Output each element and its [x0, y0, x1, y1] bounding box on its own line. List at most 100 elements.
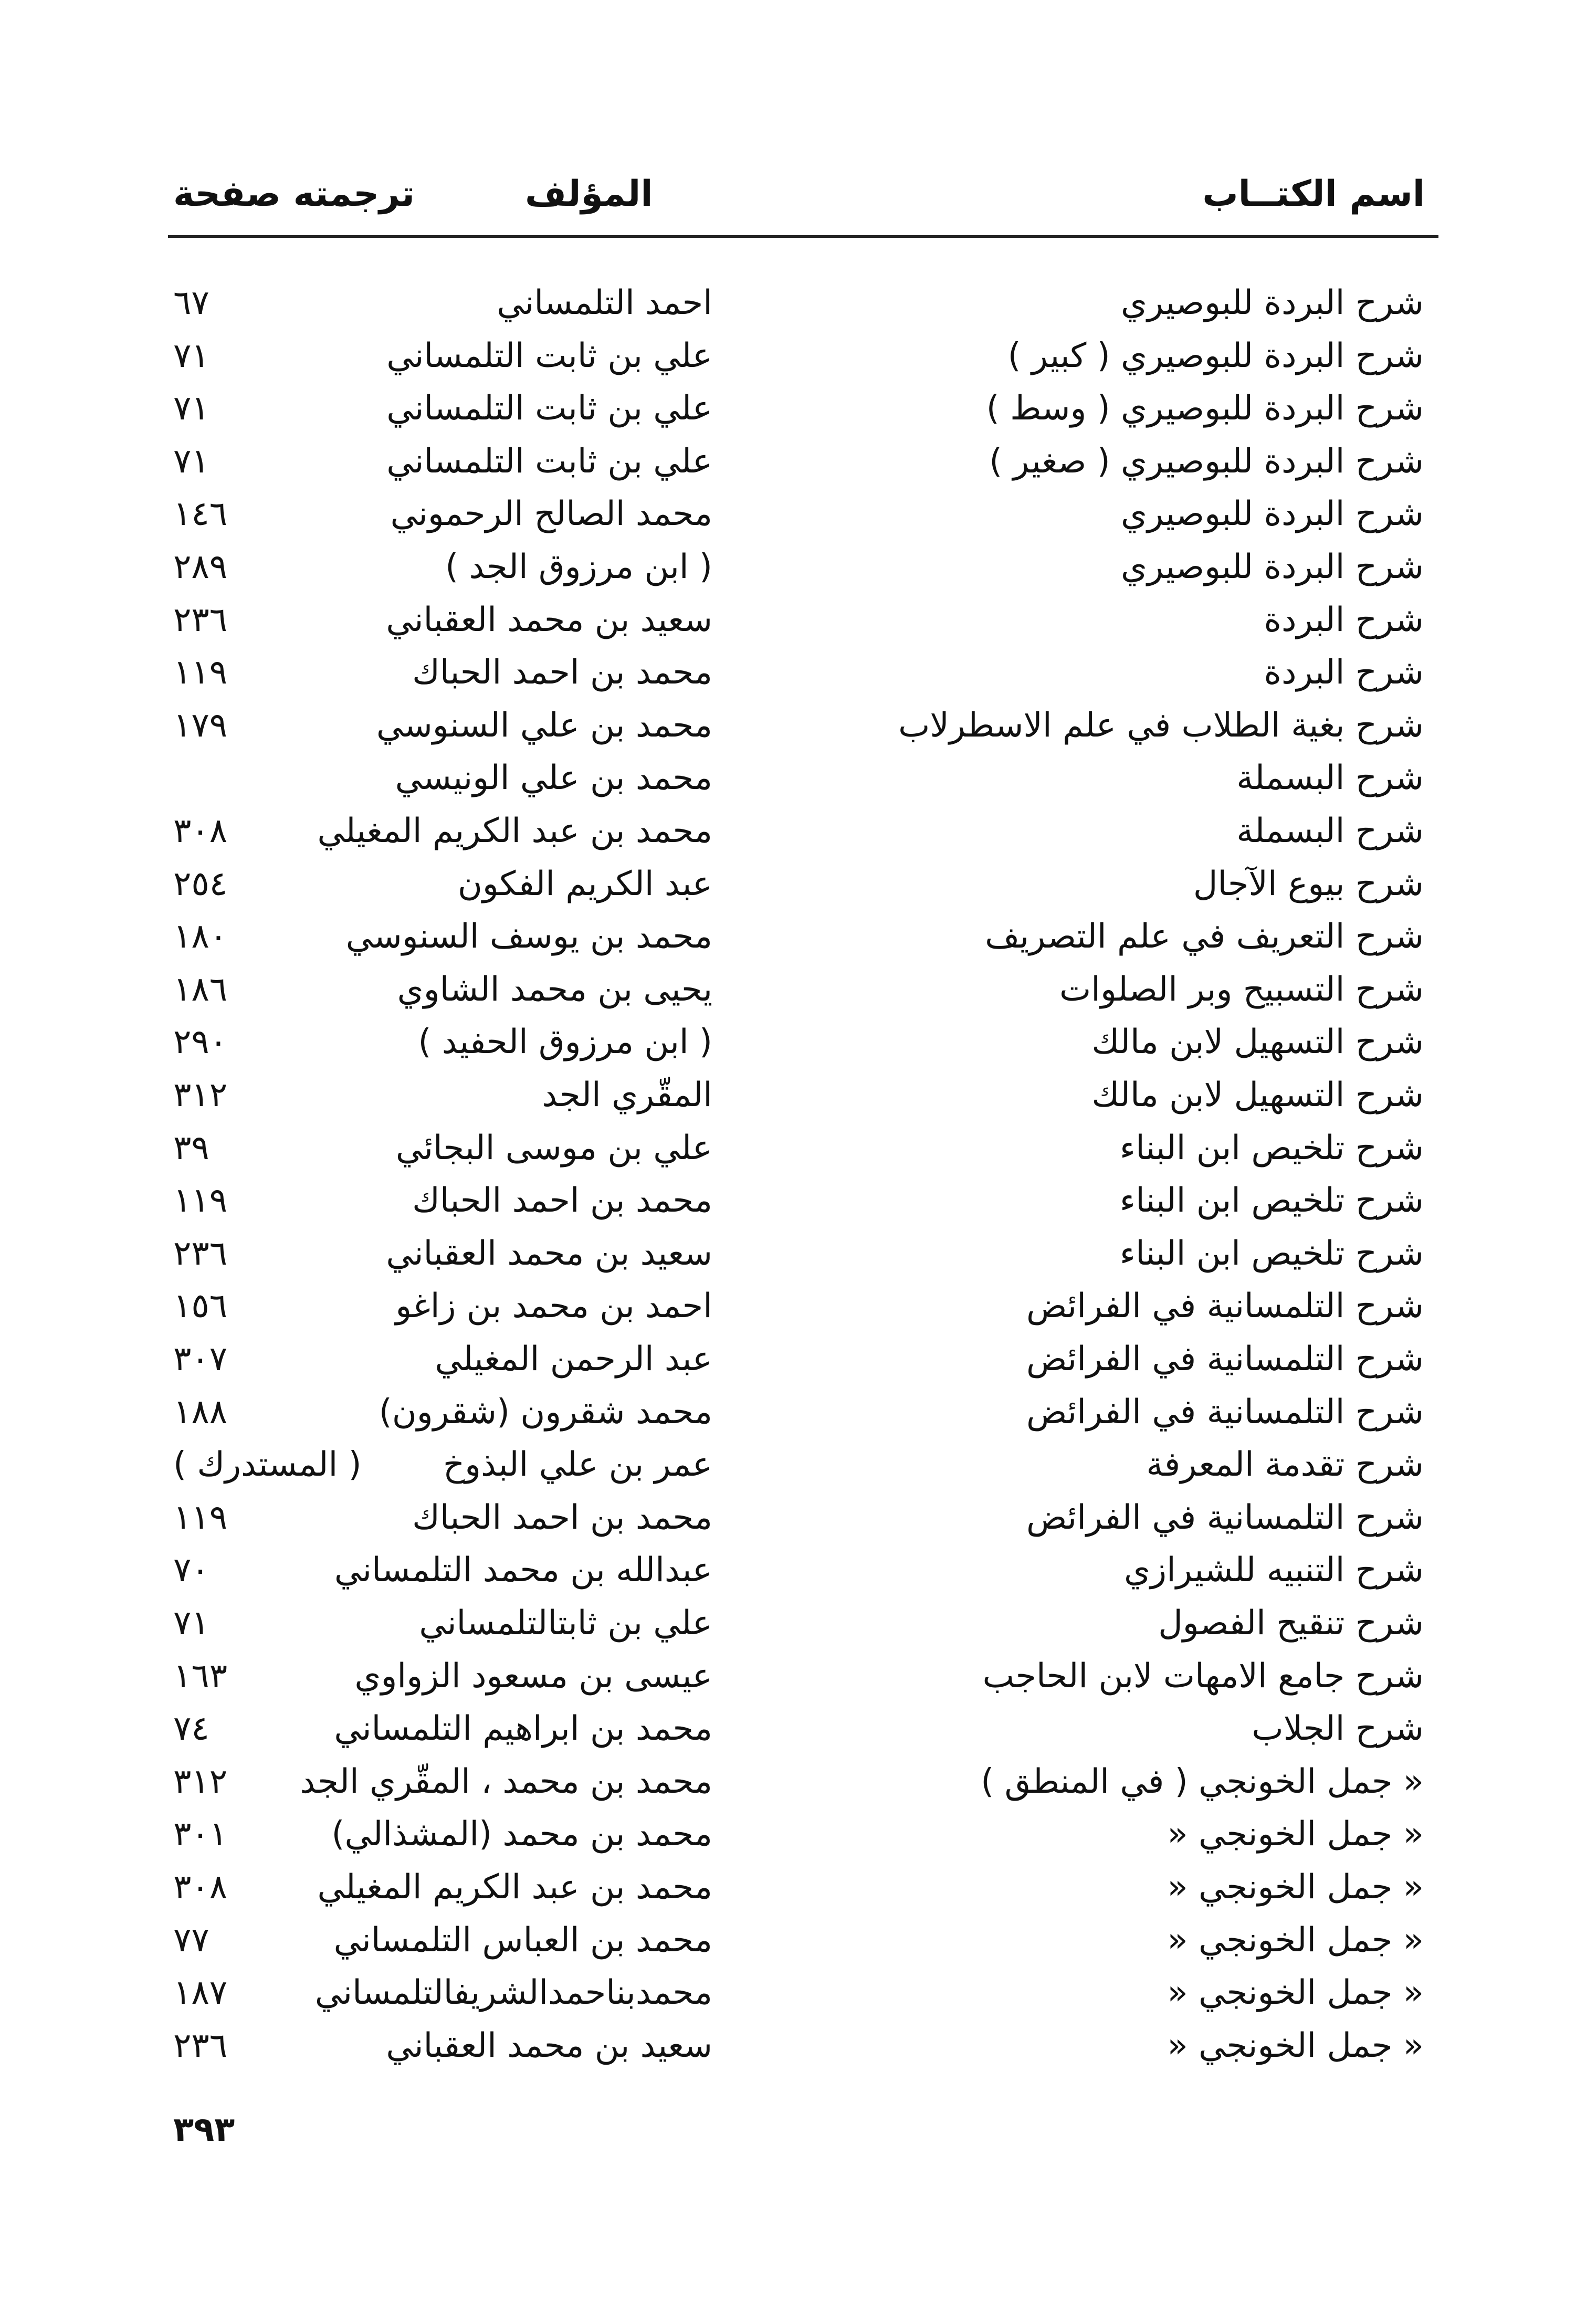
biography-page: ٣١٢ [173, 1762, 228, 1801]
book-title: شرح تلخيص ابن البناء [1119, 1128, 1424, 1168]
author-name: احمد التلمساني [497, 283, 712, 322]
biography-page: ٦٧ [173, 283, 209, 322]
biography-page: ١٨٧ [173, 1973, 228, 2013]
book-title: شرح تقدمة المعرفة [1146, 1445, 1424, 1485]
biography-page: ٢٨٩ [173, 548, 228, 586]
author-name: علي بن ثابتالتلمساني [419, 1604, 712, 1643]
book-title: « جمل الخونجي « [1167, 1868, 1424, 1907]
biography-page: ٣١٢ [173, 1076, 228, 1114]
table-row: شرح التسبيح وبر الصلوات يحيى بن محمد الشا… [0, 963, 1576, 1016]
book-title: شرح بيوع الآجال [1193, 864, 1424, 903]
biography-page: ٢٣٦ [173, 600, 228, 639]
table-row: شرح التسهيل لابن مالك ( ابن مرزوق الحفيد … [0, 1016, 1576, 1068]
header-divider [168, 235, 1438, 238]
author-name: محمدبناحمدالشريفالتلمساني [314, 1973, 712, 2013]
author-name: علي بن ثابت التلمساني [386, 336, 712, 375]
author-name: يحيى بن محمد الشاوي [397, 970, 712, 1009]
book-title: شرح بغية الطلاب في علم الاسطرلاب [898, 706, 1424, 745]
table-row: شرح البردة للبوصيري ( وسط ) علي بن ثابت ا… [0, 382, 1576, 435]
book-title: شرح الجلاب [1252, 1709, 1424, 1749]
author-name: احمد بن محمد بن زاغو [395, 1287, 712, 1326]
biography-page: ( المستدرك ) [173, 1445, 362, 1485]
author-name: ( ابن مرزوق الحفيد ) [418, 1023, 712, 1062]
biography-page: ١٨٠ [173, 917, 228, 956]
table-row: شرح تقدمة المعرفة عمر بن علي البذوخ ( المس… [0, 1438, 1576, 1491]
table-row: شرح تلخيص ابن البناء علي بن موسى البجائي ٣… [0, 1122, 1576, 1174]
biography-page: ٧٤ [173, 1709, 209, 1749]
author-name: محمد بن يوسف السنوسي [345, 917, 712, 956]
biography-page: ١٨٦ [173, 970, 228, 1009]
book-title: شرح البسملة [1236, 759, 1424, 798]
author-name: محمد بن العباس التلمساني [333, 1920, 712, 1960]
biography-page: ١٥٦ [173, 1287, 228, 1326]
author-name: محمد بن علي السنوسي [376, 706, 712, 745]
book-title: شرح التلمسانية في الفرائض [1026, 1287, 1424, 1326]
table-row: شرح التلمسانية في الفرائض عبد الرحمن المغ… [0, 1333, 1576, 1385]
table-row: شرح التلمسانية في الفرائض احمد بن محمد بن… [0, 1280, 1576, 1332]
table-row: « جمل الخونجي « محمد بن محمد (المشذالي) ٣٠… [0, 1808, 1576, 1860]
author-name: محمد شقرون (شقرون) [379, 1392, 712, 1432]
table-row: شرح البسملة محمد بن عبد الكريم المغيلي ٣٠٨ [0, 805, 1576, 857]
biography-page: ٧١ [173, 389, 209, 428]
author-name: عيسى بن مسعود الزواوي [354, 1656, 712, 1696]
author-name: ( ابن مرزوق الجد ) [445, 548, 712, 586]
table-row: شرح البردة سعيد بن محمد العقباني ٢٣٦ [0, 594, 1576, 646]
biography-page: ٧١ [173, 441, 209, 481]
author-name: محمد بن محمد (المشذالي) [331, 1815, 712, 1854]
column-header-author: المؤلف [525, 173, 653, 215]
book-title: شرح التلمسانية في الفرائض [1026, 1498, 1424, 1537]
author-name: سعيد بن محمد العقباني [386, 1234, 712, 1273]
book-title: شرح البردة [1264, 600, 1424, 639]
book-title: شرح التنبيه للشيرازي [1124, 1551, 1424, 1590]
table-row: « جمل الخونجي ( في المنطق ) محمد بن محمد … [0, 1755, 1576, 1808]
book-title: « جمل الخونجي ( في المنطق ) [981, 1762, 1424, 1801]
author-name: محمد بن محمد ، المقّري الجد [300, 1762, 712, 1801]
biography-page: ٣٠١ [173, 1815, 228, 1854]
table-row: شرح البردة للبوصيري ( كبير ) علي بن ثابت … [0, 330, 1576, 382]
book-title: شرح التلمسانية في الفرائض [1026, 1392, 1424, 1432]
table-row: شرح التلمسانية في الفرائض محمد بن احمد ال… [0, 1491, 1576, 1544]
author-name: محمد بن احمد الحباك [412, 653, 712, 692]
book-title: شرح البردة للبوصيري ( صغير ) [989, 441, 1424, 481]
book-title: شرح البردة للبوصيري [1121, 283, 1424, 322]
author-name: سعيد بن محمد العقباني [386, 2026, 712, 2065]
table-row: شرح التنبيه للشيرازي عبدالله بن محمد التل… [0, 1544, 1576, 1596]
table-row: شرح تلخيص ابن البناء سعيد بن محمد العقبان… [0, 1227, 1576, 1280]
table-row: « جمل الخونجي « محمد بن عبد الكريم المغيل… [0, 1861, 1576, 1913]
book-title: شرح التسبيح وبر الصلوات [1059, 970, 1424, 1009]
author-name: محمد بن ابراهيم التلمساني [334, 1709, 712, 1749]
table-row: شرح بغية الطلاب في علم الاسطرلاب محمد بن … [0, 699, 1576, 752]
author-name: محمد بن عبد الكريم المغيلي [317, 1868, 712, 1907]
table-row: شرح البردة للبوصيري ( صغير ) علي بن ثابت … [0, 435, 1576, 488]
author-name: المقّري الجد [542, 1076, 712, 1114]
biography-page: ١٧٩ [173, 706, 228, 745]
author-name: عبد الرحمن المغيلي [435, 1340, 712, 1379]
table-row: شرح البسملة محمد بن علي الونيسي [0, 752, 1576, 804]
book-title: « جمل الخونجي « [1167, 2026, 1424, 2065]
table-row: « جمل الخونجي « محمد بن العباس التلمساني ٧… [0, 1914, 1576, 1967]
table-row: شرح البردة للبوصيري ( ابن مرزوق الجد ) ٢٨٩ [0, 541, 1576, 593]
table-row: شرح تنقيح الفصول علي بن ثابتالتلمساني ٧١ [0, 1597, 1576, 1649]
table-row: شرح بيوع الآجال عبد الكريم الفكون ٢٥٤ [0, 858, 1576, 910]
book-title: شرح البردة للبوصيري ( وسط ) [986, 389, 1424, 428]
table-row: شرح التعريف في علم التصريف محمد بن يوسف ا… [0, 910, 1576, 963]
table-row: شرح البردة محمد بن احمد الحباك ١١٩ [0, 646, 1576, 699]
table-row: شرح التلمسانية في الفرائض محمد شقرون (شقر… [0, 1386, 1576, 1438]
table-row: شرح البردة للبوصيري احمد التلمساني ٦٧ [0, 277, 1576, 329]
table-row: شرح البردة للبوصيري محمد الصالح الرحموني ١… [0, 488, 1576, 540]
table-row: شرح التسهيل لابن مالك المقّري الجد ٣١٢ [0, 1069, 1576, 1121]
book-title: شرح البردة للبوصيري [1121, 495, 1424, 534]
author-name: علي بن ثابت التلمساني [386, 389, 712, 428]
book-title: شرح التعريف في علم التصريف [985, 917, 1424, 956]
book-title: شرح التسهيل لابن مالك [1091, 1076, 1424, 1114]
author-name: محمد بن عبد الكريم المغيلي [317, 812, 712, 850]
biography-page: ٢٣٦ [173, 2026, 228, 2065]
biography-page: ٣٠٨ [173, 812, 228, 850]
book-title: شرح تلخيص ابن البناء [1119, 1234, 1424, 1273]
biography-page: ٢٣٦ [173, 1234, 228, 1273]
book-title: شرح البردة [1264, 653, 1424, 692]
biography-page: ١١٩ [173, 1498, 228, 1537]
author-name: محمد الصالح الرحموني [390, 495, 712, 534]
book-title: « جمل الخونجي « [1167, 1920, 1424, 1960]
biography-page: ٣٠٧ [173, 1340, 228, 1379]
